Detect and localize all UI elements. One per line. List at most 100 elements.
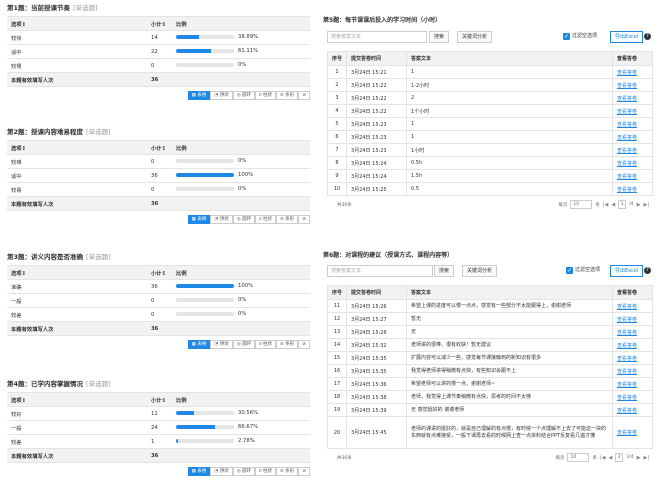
answer-row: 14 3月24日 15:32 老师讲的很棒，很有收获！暂无建议 查看答卷 (326, 338, 653, 352)
view-answer-link[interactable]: 查看答卷 (617, 95, 638, 102)
count-header[interactable]: 小计↕ (147, 392, 172, 407)
next-page-icon[interactable]: ▶ (636, 454, 641, 461)
first-page-icon[interactable]: |◀ (599, 454, 606, 461)
pie-view-button[interactable]: ◔ 饼状 (210, 215, 233, 224)
option-label: 较好 (7, 406, 147, 421)
answer-text: 暂无 (406, 312, 613, 326)
next-page-icon[interactable]: ▶ (636, 201, 641, 208)
hide-chart-button[interactable]: ⊘ (298, 215, 310, 224)
view-answer-link[interactable]: 查看答卷 (617, 134, 638, 141)
view-answer-link[interactable]: 查看答卷 (617, 173, 638, 180)
page-input[interactable]: 2 (615, 453, 624, 462)
table-view-button[interactable]: ▦ 表格 (187, 340, 211, 349)
question-title: 第2题：授课内容难易程度 [单选题] (7, 127, 310, 137)
pie-view-button[interactable]: ◔ 饼状 (210, 340, 233, 349)
q5-search-button[interactable]: 搜索 (429, 31, 450, 43)
last-page-icon[interactable]: ▶| (643, 201, 649, 208)
view-answer-link[interactable]: 查看答卷 (617, 160, 638, 167)
view-answer-link[interactable]: 查看答卷 (617, 82, 638, 89)
option-header[interactable]: 选项↕ (7, 392, 147, 407)
bar-view-button[interactable]: ≡ 条形 (276, 91, 299, 100)
donut-view-button[interactable]: ◎ 圆环 (232, 91, 256, 100)
answer-row: 8 3月24日 15:24 0.5h 查看答卷 (326, 156, 653, 170)
col-text: 答案文本 (406, 51, 613, 66)
count-header[interactable]: 小计↕ (147, 140, 172, 155)
answer-row: 7 3月24日 15:23 1小时 查看答卷 (326, 143, 653, 157)
col-time: 提交答卷时间 (346, 285, 408, 300)
option-count: 0 (147, 182, 172, 197)
view-answer-link[interactable]: 查看答卷 (617, 108, 638, 115)
first-page-icon[interactable]: |◀ (602, 201, 609, 208)
q6-title: 第6题：对课程的建议（授课方式、课程内容等） (323, 252, 454, 259)
question-title-text: 第1题：当前授课节奏 (7, 4, 71, 12)
last-page-icon[interactable]: ▶| (643, 454, 649, 461)
column-view-button[interactable]: ıl 柱状 (255, 467, 277, 476)
option-header[interactable]: 选项↕ (7, 265, 147, 280)
prev-page-icon[interactable]: ◀ (611, 201, 616, 208)
view-answer-link[interactable]: 查看答卷 (617, 186, 638, 193)
column-view-button[interactable]: ıl 柱状 (255, 215, 277, 224)
ratio-bar (176, 49, 234, 54)
view-answer-link[interactable]: 查看答卷 (617, 147, 638, 154)
view-answer-link[interactable]: 查看答卷 (617, 355, 638, 362)
view-answer-link[interactable]: 查看答卷 (617, 121, 638, 128)
column-view-button[interactable]: ıl 柱状 (255, 340, 277, 349)
question-type: [单选题] (86, 380, 111, 388)
q5-export-button[interactable]: 导出Excel (610, 31, 644, 43)
option-label: 准确 (7, 279, 147, 294)
option-count: 36 (147, 279, 172, 294)
view-answer-link[interactable]: 查看答卷 (617, 368, 638, 375)
per-page-select[interactable]: 10 (567, 453, 590, 462)
ratio-bar (176, 35, 234, 40)
q6-export-button[interactable]: 导出Excel (610, 265, 644, 277)
count-header[interactable]: 小计↕ (147, 16, 172, 31)
view-answer-link[interactable]: 查看答卷 (617, 303, 638, 310)
count-header[interactable]: 小计↕ (147, 265, 172, 280)
option-label: 较慢 (7, 58, 147, 73)
view-answer-link[interactable]: 查看答卷 (617, 69, 638, 76)
answer-row: 2 3月24日 15:22 1-2小时 查看答卷 (326, 78, 653, 92)
hide-chart-button[interactable]: ⊘ (298, 340, 310, 349)
table-view-button[interactable]: ▦ 表格 (187, 215, 211, 224)
view-answer-link[interactable]: 查看答卷 (617, 430, 638, 436)
view-answer-link[interactable]: 查看答卷 (617, 407, 638, 414)
donut-view-button[interactable]: ◎ 圆环 (232, 467, 256, 476)
bar-view-button[interactable]: ≡ 条形 (276, 215, 299, 224)
hide-chart-button[interactable]: ⊘ (298, 467, 310, 476)
ratio-bar (176, 312, 234, 317)
pie-view-button[interactable]: ◔ 饼状 (210, 91, 233, 100)
help-icon[interactable]: ? (644, 33, 651, 40)
q5-search-input[interactable]: 搜索答案文本 (327, 31, 427, 43)
ratio-bar-fill (176, 49, 212, 54)
table-view-button[interactable]: ▦ 表格 (187, 467, 211, 476)
view-answer-link[interactable]: 查看答卷 (617, 342, 638, 349)
q5-filter-label: 过滤空选项 (572, 33, 598, 39)
option-label: 较易 (7, 182, 147, 197)
donut-view-button[interactable]: ◎ 圆环 (232, 340, 256, 349)
option-header[interactable]: 选项↕ (7, 140, 147, 155)
per-page-select[interactable]: 10 (570, 200, 593, 209)
q6-keyword-button[interactable]: 关键词分析 (462, 265, 498, 277)
donut-view-button[interactable]: ◎ 圆环 (232, 215, 256, 224)
view-answer-link[interactable]: 查看答卷 (617, 394, 638, 401)
column-view-button[interactable]: ıl 柱状 (255, 91, 277, 100)
prev-page-icon[interactable]: ◀ (608, 454, 613, 461)
view-answer-link[interactable]: 查看答卷 (617, 316, 638, 323)
bar-view-button[interactable]: ≡ 条形 (276, 467, 299, 476)
table-view-button[interactable]: ▦ 表格 (187, 91, 211, 100)
view-answer-link[interactable]: 查看答卷 (617, 329, 638, 336)
option-header[interactable]: 选项↕ (7, 16, 147, 31)
hide-chart-button[interactable]: ⊘ (298, 91, 310, 100)
q6-filter-checkbox[interactable]: ✓ (566, 267, 573, 274)
q5-filter-checkbox[interactable]: ✓ (563, 33, 570, 40)
view-answer-link[interactable]: 查看答卷 (617, 381, 638, 388)
q5-keyword-button[interactable]: 关键词分析 (457, 31, 493, 43)
pie-view-button[interactable]: ◔ 饼状 (210, 467, 233, 476)
summary-value: 36 (147, 448, 172, 463)
option-count: 1 (147, 434, 172, 449)
help-icon[interactable]: ? (644, 267, 651, 274)
q6-search-input[interactable]: 搜索答案文本 (327, 265, 433, 277)
q6-search-button[interactable]: 搜索 (434, 265, 455, 277)
page-input[interactable]: 1 (618, 200, 627, 209)
bar-view-button[interactable]: ≡ 条形 (276, 340, 299, 349)
